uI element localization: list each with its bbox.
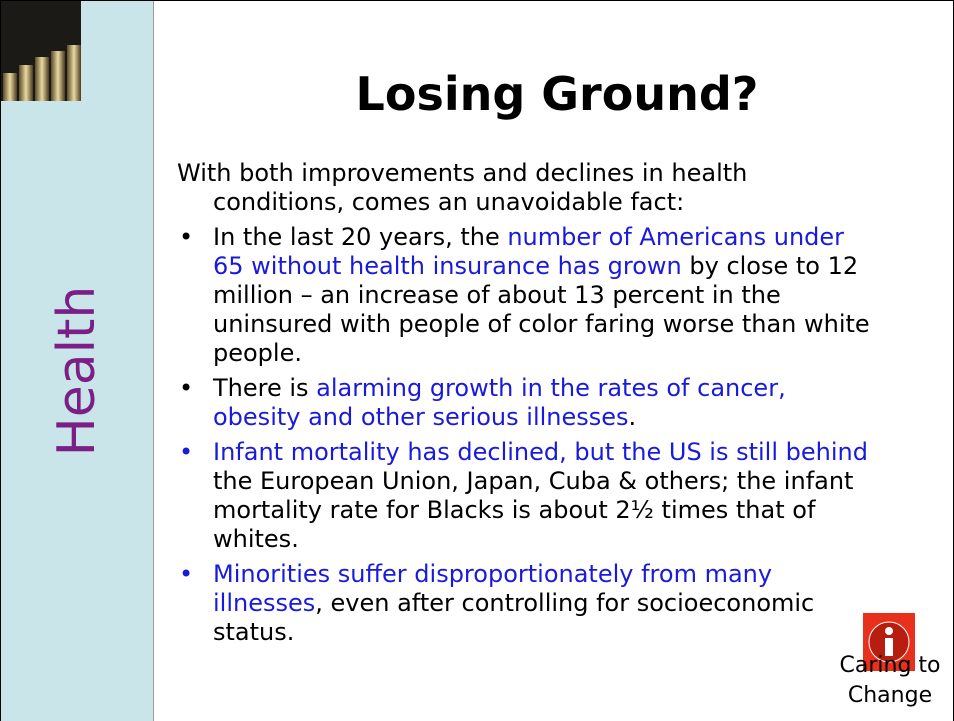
intro-text: With both improvements and declines in h…: [177, 159, 877, 217]
bullet-dot: •: [179, 374, 193, 403]
bullet-item: •In the last 20 years, the number of Ame…: [177, 223, 877, 368]
bullet-item: •There is alarming growth in the rates o…: [177, 374, 877, 432]
bullet-text: the European Union, Japan, Cuba & others…: [213, 467, 853, 553]
slide: Health Losing Ground? With both improvem…: [0, 0, 954, 721]
bullet-text: In the last 20 years, the: [213, 223, 507, 251]
sidebar: Health: [1, 1, 154, 721]
bullet-text: Infant mortality has declined, but the U…: [213, 438, 868, 466]
bullet-text: .: [629, 403, 637, 431]
bullet-dot: •: [179, 223, 193, 252]
slide-body: With both improvements and declines in h…: [177, 159, 877, 647]
footer-label: Caring to Change: [827, 651, 953, 711]
bullet-dot: •: [179, 438, 193, 467]
bullet-dot: •: [179, 560, 193, 589]
sidebar-label: Health: [47, 286, 107, 457]
bullet-item: •Minorities suffer disproportionately fr…: [177, 560, 877, 647]
bullet-item: • Infant mortality has declined, but the …: [177, 438, 877, 554]
slide-title: Losing Ground?: [161, 67, 953, 121]
coins-image: [1, 1, 81, 101]
bullet-text: There is: [213, 374, 316, 402]
